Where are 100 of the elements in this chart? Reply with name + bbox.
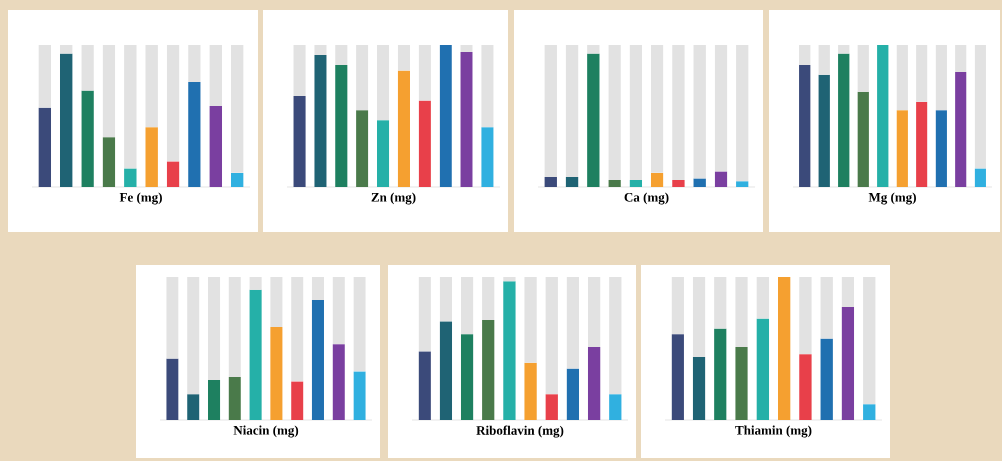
bar (270, 277, 283, 328)
bar (38, 107, 52, 187)
bar (974, 45, 986, 169)
bar (609, 394, 622, 420)
bar (714, 328, 727, 420)
bar (935, 110, 947, 187)
bar (335, 64, 348, 187)
bar (820, 277, 833, 339)
bar (230, 172, 244, 187)
bar (650, 172, 664, 187)
bar (714, 277, 727, 329)
bar (672, 45, 685, 180)
bar (291, 277, 304, 382)
bar (736, 45, 749, 182)
bar (124, 45, 137, 169)
bar (314, 45, 327, 55)
bar (629, 45, 643, 180)
bar (916, 101, 928, 187)
bar (293, 45, 306, 97)
bar (482, 319, 495, 420)
bar (230, 45, 244, 173)
bar (81, 45, 94, 91)
bar (291, 381, 304, 420)
bar (692, 277, 706, 358)
bar (974, 168, 986, 187)
bar (503, 281, 516, 420)
bar (524, 362, 537, 420)
bar (353, 277, 366, 372)
bar (418, 351, 431, 420)
text: Mg (mg) (868, 192, 916, 205)
bar (209, 106, 223, 187)
bar (293, 96, 306, 187)
bar (565, 177, 579, 187)
bar (544, 177, 557, 187)
bar (693, 178, 706, 187)
bar (102, 137, 116, 187)
bar (799, 354, 812, 420)
bar (587, 277, 601, 348)
bar (799, 45, 811, 65)
bar (838, 53, 850, 187)
bar (81, 90, 94, 187)
bar (503, 277, 516, 282)
bar (166, 45, 180, 162)
bar (587, 347, 601, 420)
bar (587, 53, 600, 187)
bar (208, 379, 221, 420)
bar (935, 45, 947, 111)
bar (693, 45, 706, 179)
bar (736, 181, 749, 187)
bar (857, 45, 869, 92)
bar (166, 277, 179, 359)
bar (566, 277, 580, 369)
bar (841, 307, 855, 420)
bar (672, 179, 685, 187)
bar (896, 110, 908, 187)
bar (332, 344, 345, 420)
bar (356, 110, 369, 187)
bar (460, 334, 474, 420)
bar (166, 358, 179, 420)
bar (209, 45, 223, 107)
bar (609, 277, 622, 395)
bar (524, 277, 537, 363)
bar (857, 91, 869, 187)
bar (587, 45, 600, 54)
bar (418, 277, 431, 352)
bar (460, 277, 474, 335)
bar (397, 70, 410, 187)
bar (439, 45, 452, 187)
bar (671, 277, 684, 335)
bar (188, 81, 201, 187)
bar (481, 45, 494, 128)
bar (270, 327, 283, 420)
bar (311, 277, 324, 300)
bar (335, 45, 348, 65)
bar (714, 45, 728, 172)
bar (102, 45, 116, 138)
bar (228, 377, 241, 420)
bar (818, 45, 830, 75)
text: Niacin (mg) (233, 425, 299, 438)
bar (735, 277, 748, 348)
bar (650, 45, 664, 173)
bar (671, 334, 684, 420)
bar (692, 357, 706, 420)
bar (145, 127, 158, 187)
bar (418, 45, 431, 101)
bar (60, 45, 73, 54)
bar (418, 100, 431, 187)
bar (481, 127, 494, 187)
text: Ca (mg) (624, 192, 669, 205)
bar (863, 404, 876, 420)
bar (38, 45, 52, 108)
bar (397, 45, 410, 71)
bar (482, 277, 495, 320)
bar (166, 161, 180, 187)
bar (124, 168, 137, 187)
bar (356, 45, 369, 111)
bar (863, 277, 876, 405)
bar (714, 171, 728, 187)
bar (877, 45, 889, 187)
bar (799, 64, 811, 187)
